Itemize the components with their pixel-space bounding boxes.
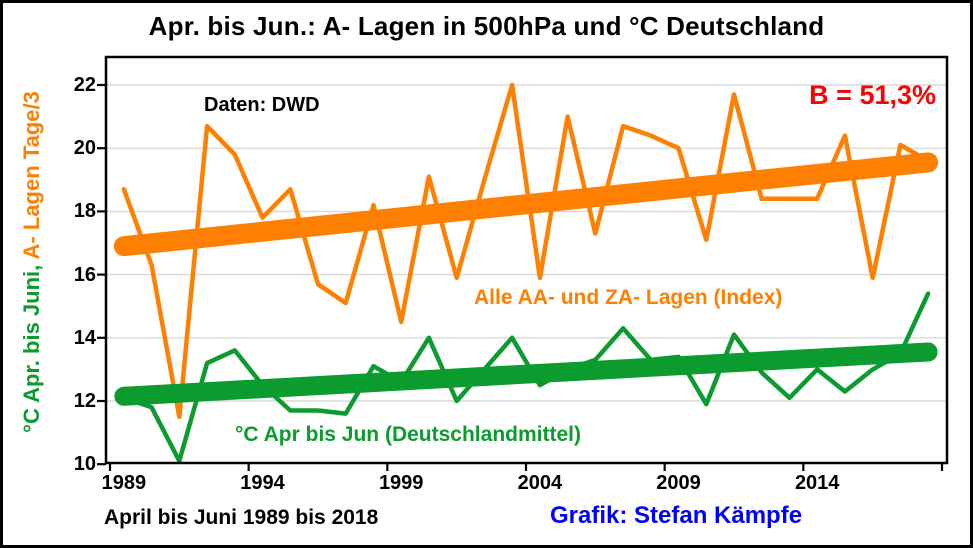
green-trend-line xyxy=(114,342,938,406)
y-axis-label-lagen: A- Lagen Tage/3 xyxy=(19,91,44,260)
x-tick-label: 1989 xyxy=(101,472,147,494)
y-axis-label: °C Apr. bis Juni, A- Lagen Tage/3 xyxy=(19,91,45,433)
chart-title: Apr. bis Jun.: A- Lagen in 500hPa und °C… xyxy=(148,11,825,41)
x-axis-caption: April bis Juni 1989 bis 2018 xyxy=(104,506,379,529)
y-tick-label: 14 xyxy=(73,326,96,349)
orange-series-label: Alle AA- und ZA- Lagen (Index) xyxy=(474,286,783,309)
x-tick-label: 2009 xyxy=(656,472,701,494)
x-tick-label: 2004 xyxy=(517,472,563,494)
data-source-note: Daten: DWD xyxy=(204,94,320,116)
y-tick-label: 10 xyxy=(73,453,96,476)
orange-trend-line xyxy=(113,152,939,257)
y-axis-label-temperature: °C Apr. bis Juni, xyxy=(19,264,44,433)
y-tick-label: 18 xyxy=(73,200,96,223)
orange-series-line xyxy=(121,82,931,420)
y-tick-label: 16 xyxy=(73,263,96,286)
y-tick-label: 12 xyxy=(73,390,96,412)
y-tick-label: 22 xyxy=(73,74,96,96)
x-tick-label: 1999 xyxy=(378,472,424,494)
x-tick-label: 2014 xyxy=(794,472,840,494)
x-tick-label: 1994 xyxy=(240,472,285,494)
credit-text: Grafik: Stefan Kämpfe xyxy=(550,502,803,529)
y-tick-label: 20 xyxy=(73,137,96,160)
plot-border xyxy=(104,55,949,465)
determination-coefficient-badge: B = 51,3% xyxy=(809,80,936,110)
green-series-label: °C Apr bis Jun (Deutschlandmittel) xyxy=(235,423,581,446)
